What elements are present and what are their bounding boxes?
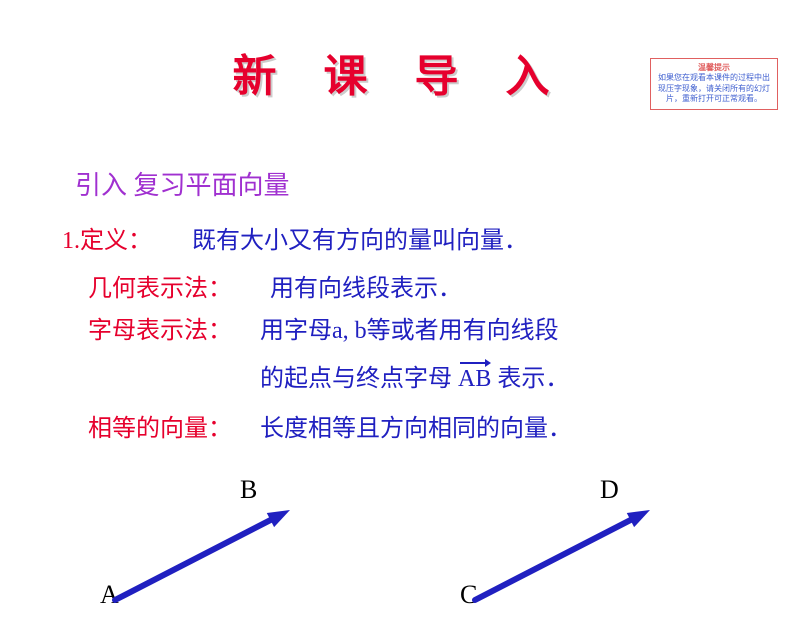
vectors-svg: [0, 40, 800, 640]
